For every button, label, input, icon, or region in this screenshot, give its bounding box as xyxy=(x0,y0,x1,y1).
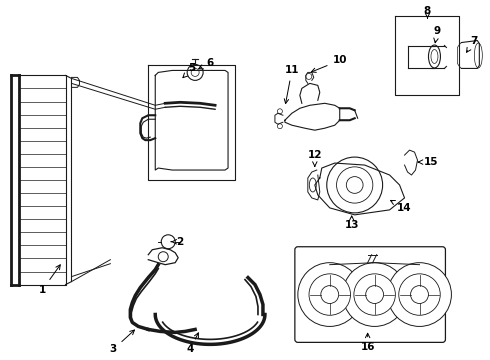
Circle shape xyxy=(343,263,407,327)
Text: 15: 15 xyxy=(418,157,439,167)
Circle shape xyxy=(327,157,383,213)
Text: 12: 12 xyxy=(308,150,322,166)
Circle shape xyxy=(411,285,428,303)
Circle shape xyxy=(366,285,384,303)
Text: 3: 3 xyxy=(110,330,134,354)
Circle shape xyxy=(321,285,339,303)
Text: 2: 2 xyxy=(171,237,184,247)
Polygon shape xyxy=(315,163,405,215)
Polygon shape xyxy=(285,103,340,130)
Circle shape xyxy=(399,274,440,315)
Text: 13: 13 xyxy=(344,216,359,230)
Circle shape xyxy=(388,263,451,327)
Circle shape xyxy=(354,274,395,315)
Polygon shape xyxy=(405,150,417,175)
Text: 10: 10 xyxy=(312,55,347,72)
Circle shape xyxy=(337,167,373,203)
Text: 7: 7 xyxy=(466,36,478,52)
Text: 8: 8 xyxy=(424,6,431,18)
FancyBboxPatch shape xyxy=(295,247,445,342)
Circle shape xyxy=(346,177,363,193)
Text: 4: 4 xyxy=(187,333,198,354)
Text: 9: 9 xyxy=(434,26,441,43)
Text: 14: 14 xyxy=(391,201,412,213)
Circle shape xyxy=(298,263,362,327)
Text: 5: 5 xyxy=(183,63,196,78)
Text: 6: 6 xyxy=(198,58,214,69)
Polygon shape xyxy=(308,170,320,200)
Text: 11: 11 xyxy=(284,66,299,103)
Text: 16: 16 xyxy=(361,333,375,352)
Circle shape xyxy=(309,274,350,315)
Text: 1: 1 xyxy=(39,265,60,294)
